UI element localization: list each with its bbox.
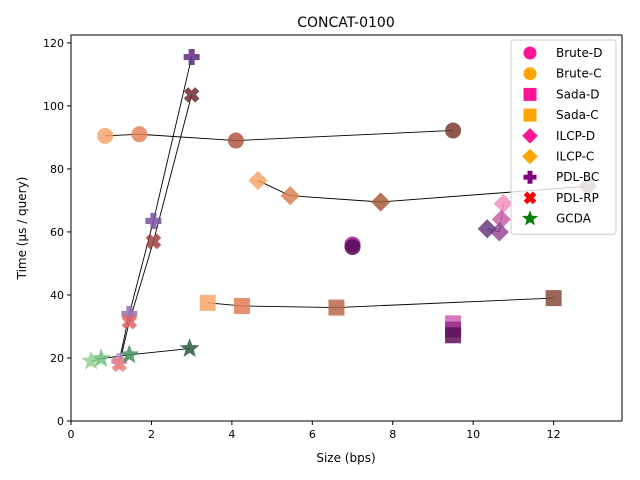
- point-sada-c-1: [233, 297, 250, 314]
- point-brute-c-3: [445, 122, 462, 139]
- legend-marker-pdl-rp: [523, 191, 537, 205]
- point-pdl-rp-0: [111, 356, 128, 373]
- x-axis: 0 2 4 6 8 10 12: [68, 421, 561, 441]
- legend-label-ilcp-c: ILCP-C: [556, 150, 594, 164]
- legend-label-sada-d: Sada-D: [556, 87, 600, 101]
- chart-title: CONCAT-0100: [297, 15, 394, 31]
- y-tick-label: 100: [43, 100, 64, 113]
- point-ilcp-c-0: [248, 170, 268, 191]
- legend-marker-gcda: [521, 210, 539, 226]
- y-tick-label: 20: [50, 352, 64, 365]
- legend-label-sada-c: Sada-C: [556, 108, 599, 122]
- point-pdl-bc-2: [145, 212, 162, 229]
- legend-marker-sada-c: [523, 108, 537, 122]
- x-tick-label: 8: [389, 428, 396, 441]
- legend-marker-brute-d: [523, 46, 537, 60]
- point-gcda-3: [179, 338, 200, 357]
- point-pdl-rp-2: [145, 233, 162, 250]
- series-line-brute-c: [105, 130, 454, 142]
- x-axis-label: Size (bps): [316, 451, 375, 465]
- point-pdl-rp-1: [121, 313, 138, 330]
- legend-marker-ilcp-c: [522, 148, 538, 165]
- point-pdl-bc-1: [121, 305, 138, 322]
- point-sada-d-2: [445, 327, 462, 344]
- legend-label-pdl-bc: PDL-BC: [556, 170, 599, 184]
- point-pdl-bc-3: [183, 49, 200, 66]
- legend-marker-brute-c: [523, 67, 537, 81]
- legend: Brute-D Brute-C Sada-D Sada-C ILCP-D ILCP-C PD…: [510, 39, 617, 235]
- legend-marker-ilcp-d: [522, 128, 538, 144]
- plot-frame: [70, 34, 623, 422]
- x-tick-label: 12: [547, 428, 561, 441]
- legend-label-pdl-rp: PDL-RP: [556, 191, 599, 205]
- point-gcda-1: [91, 348, 112, 368]
- series-line-ilcp-c: [257, 180, 588, 203]
- point-sada-c-3: [545, 290, 562, 307]
- series-line-pdl-bc: [118, 56, 193, 362]
- point-sada-c-0: [199, 294, 216, 311]
- x-tick-label: 6: [309, 428, 316, 441]
- y-axis: 0 20 40 60 80 100 120: [43, 37, 71, 428]
- point-ilcp-d-2: [489, 222, 509, 242]
- point-ilcp-d-1: [491, 209, 511, 229]
- series-line-pdl-rp: [118, 94, 193, 365]
- y-tick-label: 60: [50, 226, 64, 239]
- point-brute-c-0: [97, 127, 114, 144]
- series-line-sada-c: [207, 297, 554, 309]
- legend-marker-pdl-bc: [523, 170, 537, 184]
- point-brute-c-1: [131, 126, 148, 143]
- x-tick-label: 10: [466, 428, 480, 441]
- point-pdl-rp-3: [183, 87, 200, 103]
- legend-marker-sada-d: [523, 87, 537, 101]
- y-axis-label: Time (µs / query): [15, 177, 29, 281]
- legend-box: [510, 39, 617, 235]
- y-tick-label: 0: [57, 415, 64, 428]
- legend-label-gcda: GCDA: [556, 212, 592, 226]
- point-brute-c-2: [227, 132, 244, 149]
- point-sada-c-2: [328, 299, 345, 316]
- legend-label-brute-c: Brute-C: [556, 67, 602, 81]
- y-tick-label: 120: [43, 37, 64, 50]
- data-points: [81, 49, 598, 373]
- x-tick-label: 0: [68, 428, 75, 441]
- y-tick-label: 80: [50, 163, 64, 176]
- legend-label-brute-d: Brute-D: [556, 46, 602, 60]
- point-brute-d-1: [344, 239, 361, 256]
- point-gcda-2: [119, 344, 140, 364]
- point-ilcp-d-0: [493, 193, 513, 214]
- point-ilcp-c-2: [371, 192, 391, 212]
- x-tick-label: 2: [148, 428, 155, 441]
- y-tick-label: 40: [50, 289, 64, 302]
- point-ilcp-c-1: [280, 186, 300, 206]
- point-ilcp-d-3: [477, 219, 497, 239]
- x-tick-label: 4: [228, 428, 235, 441]
- legend-label-ilcp-d: ILCP-D: [556, 129, 595, 143]
- point-gcda-0: [81, 350, 102, 370]
